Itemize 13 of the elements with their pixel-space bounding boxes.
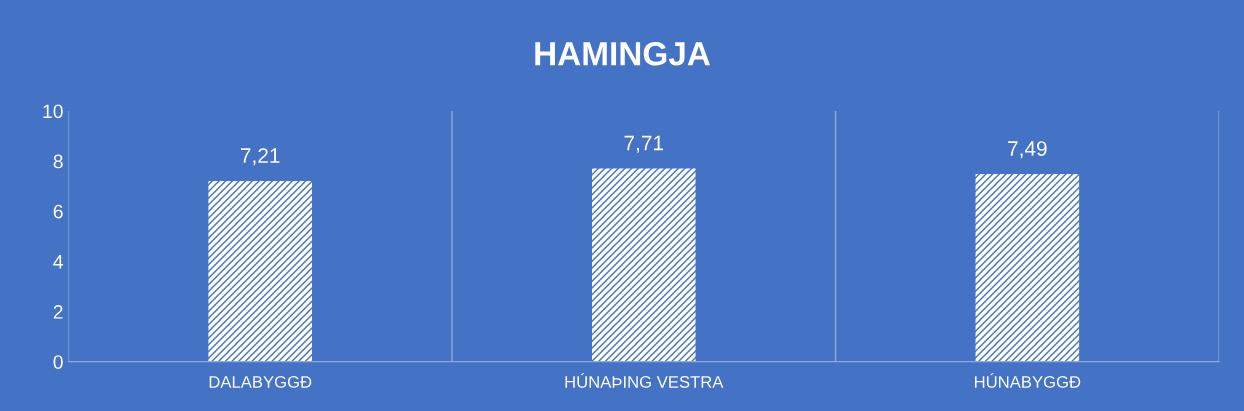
y-tick-label: 6 [53, 204, 63, 219]
y-tick-label: 8 [53, 154, 63, 169]
y-tick-label: 0 [53, 355, 63, 369]
x-tick-label: HÚNABYGGÐ [974, 373, 1081, 388]
y-tick-label: 10 [43, 104, 63, 119]
data-label: 7,49 [1008, 141, 1047, 159]
y-tick-label: 2 [53, 305, 63, 319]
x-tick-label: HÚNAÞING VESTRA [565, 373, 724, 388]
x-tick-label: DALABYGGÐ [209, 376, 312, 388]
data-label: 7,71 [624, 135, 664, 153]
y-tick-label: 4 [53, 255, 63, 269]
chart-title: HAMINGJA [535, 41, 711, 66]
data-label: 7,21 [241, 148, 280, 166]
